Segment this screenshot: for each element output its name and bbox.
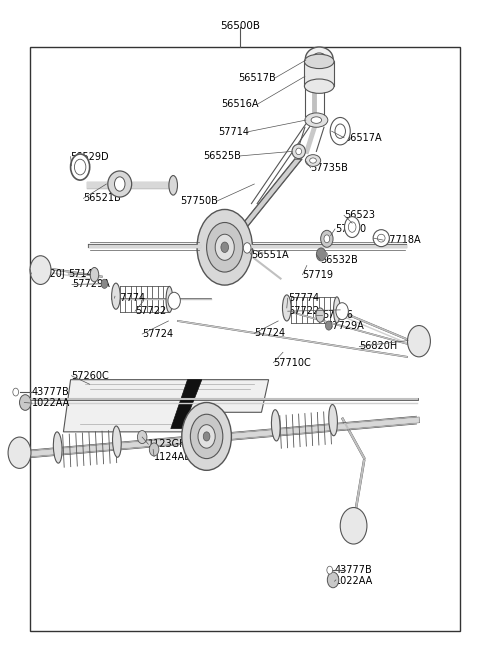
Text: 57718A: 57718A xyxy=(383,235,421,245)
Text: 57710C: 57710C xyxy=(274,358,311,367)
Polygon shape xyxy=(233,159,301,236)
Text: 57750B: 57750B xyxy=(180,196,218,206)
Ellipse shape xyxy=(373,230,389,247)
Text: 1022AA: 1022AA xyxy=(32,398,70,408)
Ellipse shape xyxy=(377,234,385,242)
Ellipse shape xyxy=(108,171,132,197)
Text: 1124AE: 1124AE xyxy=(154,452,192,462)
Circle shape xyxy=(182,403,231,470)
Text: 57724: 57724 xyxy=(254,328,286,339)
Circle shape xyxy=(198,424,215,448)
Ellipse shape xyxy=(296,148,301,155)
Ellipse shape xyxy=(166,286,173,312)
Text: 57722: 57722 xyxy=(288,306,319,316)
Text: 57714: 57714 xyxy=(218,127,249,137)
Ellipse shape xyxy=(292,144,305,159)
Polygon shape xyxy=(63,380,269,432)
Circle shape xyxy=(71,154,90,180)
Circle shape xyxy=(336,303,348,320)
Ellipse shape xyxy=(272,410,280,441)
Text: 56521B: 56521B xyxy=(84,193,121,203)
Circle shape xyxy=(191,414,223,458)
Circle shape xyxy=(197,210,252,285)
Circle shape xyxy=(149,443,159,456)
Ellipse shape xyxy=(334,297,340,323)
Circle shape xyxy=(74,159,86,175)
Text: 56551A: 56551A xyxy=(252,250,289,260)
Circle shape xyxy=(327,566,333,574)
Bar xyxy=(304,62,334,86)
Text: 43777B: 43777B xyxy=(32,387,70,397)
Circle shape xyxy=(324,252,328,257)
Ellipse shape xyxy=(305,155,321,166)
Text: 57719: 57719 xyxy=(302,270,334,280)
Text: 56517A: 56517A xyxy=(344,133,382,143)
Ellipse shape xyxy=(311,117,322,123)
Ellipse shape xyxy=(305,47,333,71)
Bar xyxy=(30,47,459,631)
Ellipse shape xyxy=(53,432,62,463)
Text: 56529D: 56529D xyxy=(71,151,109,162)
Circle shape xyxy=(321,231,333,248)
Circle shape xyxy=(30,255,51,284)
Polygon shape xyxy=(171,380,202,428)
Text: 57729A: 57729A xyxy=(326,321,364,331)
Circle shape xyxy=(243,243,251,253)
Ellipse shape xyxy=(310,158,316,163)
Circle shape xyxy=(168,292,180,309)
Circle shape xyxy=(137,430,147,443)
Ellipse shape xyxy=(115,177,125,191)
Text: 57722: 57722 xyxy=(135,306,166,316)
Circle shape xyxy=(327,572,339,588)
Circle shape xyxy=(324,235,330,243)
Ellipse shape xyxy=(304,54,334,69)
Text: 1123GF: 1123GF xyxy=(148,440,186,449)
Text: 57774: 57774 xyxy=(115,293,145,303)
Ellipse shape xyxy=(329,405,337,436)
Text: 57260C: 57260C xyxy=(72,371,109,381)
Circle shape xyxy=(348,222,356,233)
Circle shape xyxy=(101,279,108,288)
Text: 56517B: 56517B xyxy=(238,73,276,83)
Circle shape xyxy=(221,242,228,252)
Ellipse shape xyxy=(112,283,120,309)
Circle shape xyxy=(316,248,326,261)
Circle shape xyxy=(340,508,367,544)
Circle shape xyxy=(215,234,234,260)
Text: 57729A: 57729A xyxy=(72,280,110,290)
Text: 57146: 57146 xyxy=(68,269,99,279)
Text: 56500B: 56500B xyxy=(220,21,260,31)
Circle shape xyxy=(206,223,243,272)
Ellipse shape xyxy=(282,295,291,321)
Circle shape xyxy=(8,437,31,468)
Text: 56525B: 56525B xyxy=(203,151,241,161)
Ellipse shape xyxy=(312,53,326,65)
Text: 56820J: 56820J xyxy=(32,269,65,279)
Ellipse shape xyxy=(112,426,121,457)
Text: 56820H: 56820H xyxy=(360,341,397,352)
Circle shape xyxy=(203,432,210,441)
Text: 57735B: 57735B xyxy=(311,162,348,173)
Ellipse shape xyxy=(330,117,350,145)
Circle shape xyxy=(345,217,360,238)
Text: 57774: 57774 xyxy=(288,293,319,303)
Ellipse shape xyxy=(316,308,324,322)
Ellipse shape xyxy=(90,267,99,282)
Text: 56516A: 56516A xyxy=(222,99,259,109)
Circle shape xyxy=(408,326,431,357)
Ellipse shape xyxy=(305,113,328,127)
Ellipse shape xyxy=(169,176,178,195)
Text: 56532B: 56532B xyxy=(320,255,358,265)
Circle shape xyxy=(13,388,19,396)
Ellipse shape xyxy=(335,124,346,138)
Circle shape xyxy=(20,395,31,410)
Text: 57720: 57720 xyxy=(335,224,366,234)
Text: 43777B: 43777B xyxy=(335,565,372,575)
Text: 57146: 57146 xyxy=(322,310,353,320)
Circle shape xyxy=(325,321,332,330)
Text: 57724: 57724 xyxy=(142,329,173,339)
Text: 1022AA: 1022AA xyxy=(335,576,373,586)
Ellipse shape xyxy=(304,79,334,94)
Text: 56523: 56523 xyxy=(344,210,375,220)
